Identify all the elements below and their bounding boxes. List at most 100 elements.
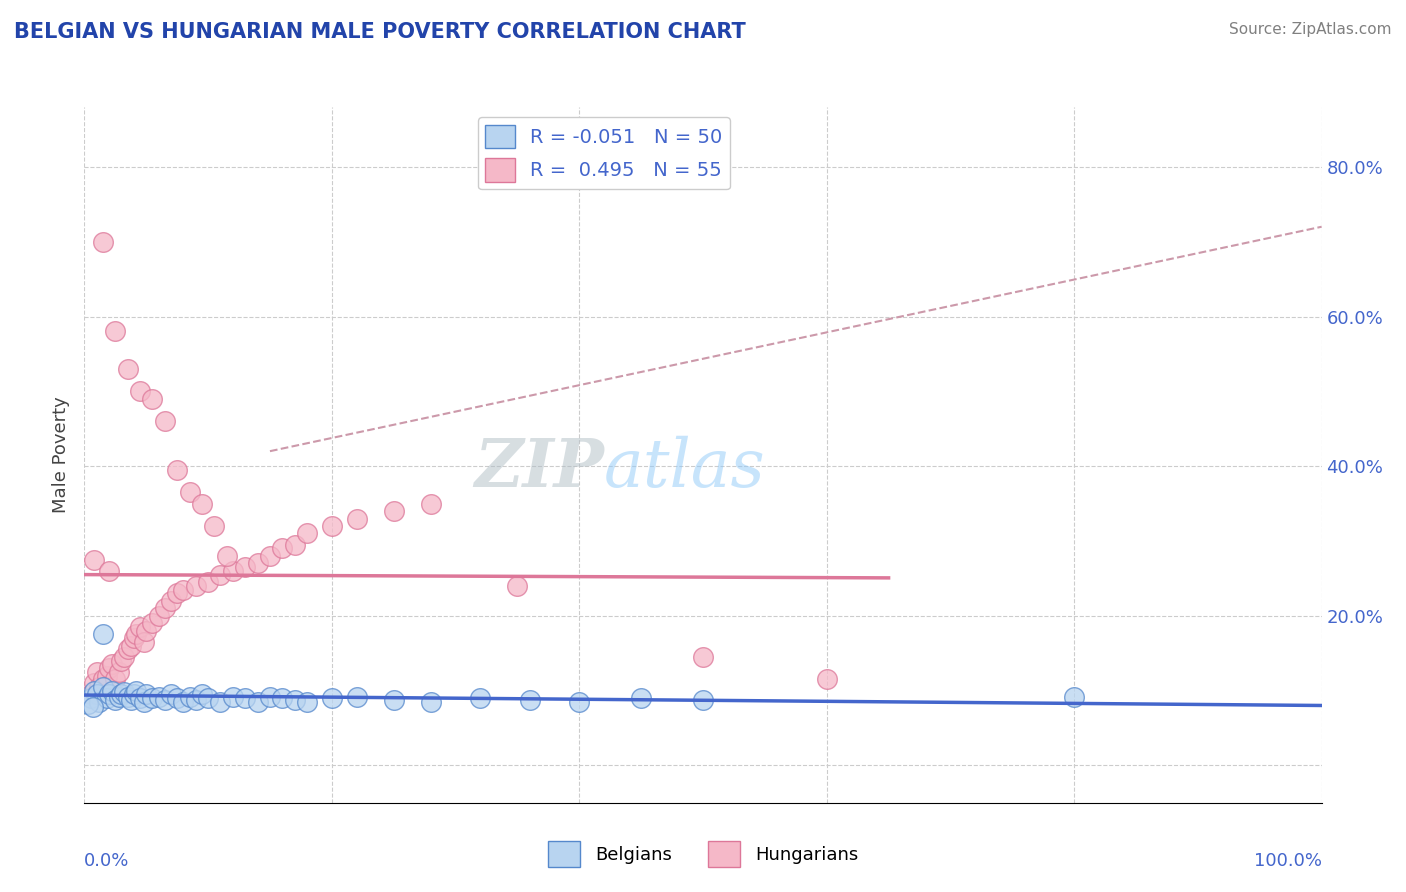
Text: 0.0%: 0.0%: [84, 852, 129, 870]
Point: [284, 538, 307, 552]
Point: [117, 690, 139, 704]
Y-axis label: Male Poverty: Male Poverty: [52, 397, 70, 513]
Point: [77, 697, 100, 711]
Point: [184, 579, 207, 593]
Point: [222, 564, 245, 578]
Point: [202, 519, 225, 533]
Point: [125, 627, 148, 641]
Point: [79, 691, 101, 706]
Point: [125, 683, 148, 698]
Point: [209, 695, 232, 709]
Point: [259, 690, 281, 704]
Point: [135, 624, 157, 638]
Point: [79, 687, 101, 701]
Point: [284, 692, 307, 706]
Point: [91, 627, 114, 641]
Point: [209, 567, 232, 582]
Point: [148, 690, 170, 704]
Point: [419, 497, 441, 511]
Text: Source: ZipAtlas.com: Source: ZipAtlas.com: [1229, 22, 1392, 37]
Point: [197, 575, 219, 590]
Point: [382, 692, 405, 706]
Point: [132, 635, 155, 649]
Legend: Belgians, Hungarians: Belgians, Hungarians: [541, 834, 865, 874]
Point: [83, 552, 105, 566]
Point: [166, 586, 188, 600]
Point: [91, 680, 114, 694]
Point: [141, 616, 163, 631]
Point: [160, 687, 183, 701]
Point: [98, 564, 121, 578]
Point: [346, 511, 368, 525]
Point: [692, 649, 714, 664]
Point: [135, 687, 157, 701]
Point: [100, 683, 122, 698]
Point: [470, 691, 492, 706]
Point: [98, 687, 121, 701]
Point: [86, 665, 108, 679]
Point: [295, 695, 318, 709]
Point: [132, 695, 155, 709]
Point: [122, 687, 145, 701]
Point: [166, 463, 188, 477]
Text: BELGIAN VS HUNGARIAN MALE POVERTY CORRELATION CHART: BELGIAN VS HUNGARIAN MALE POVERTY CORREL…: [14, 22, 745, 42]
Point: [110, 654, 132, 668]
Point: [568, 695, 591, 709]
Point: [104, 325, 127, 339]
Point: [346, 690, 368, 704]
Point: [108, 690, 131, 704]
Point: [91, 235, 114, 249]
Point: [153, 601, 176, 615]
Point: [100, 657, 122, 672]
Point: [89, 695, 111, 709]
Point: [692, 692, 714, 706]
Point: [382, 504, 405, 518]
Point: [104, 673, 127, 687]
Point: [122, 631, 145, 645]
Point: [89, 680, 111, 694]
Point: [519, 692, 541, 706]
Point: [233, 691, 256, 706]
Point: [112, 649, 135, 664]
Point: [129, 384, 152, 399]
Text: atlas: atlas: [605, 436, 766, 501]
Point: [166, 691, 188, 706]
Point: [321, 691, 343, 706]
Point: [191, 497, 214, 511]
Point: [153, 414, 176, 428]
Point: [191, 687, 214, 701]
Point: [179, 690, 201, 704]
Point: [295, 526, 318, 541]
Point: [82, 700, 104, 714]
Point: [141, 392, 163, 406]
Point: [108, 665, 131, 679]
Point: [160, 594, 183, 608]
Point: [148, 608, 170, 623]
Point: [246, 557, 269, 571]
Point: [129, 620, 152, 634]
Text: 100.0%: 100.0%: [1254, 852, 1322, 870]
Point: [86, 687, 108, 701]
Point: [112, 685, 135, 699]
Point: [96, 691, 118, 706]
Point: [153, 692, 176, 706]
Point: [222, 690, 245, 704]
Point: [321, 519, 343, 533]
Point: [83, 683, 105, 698]
Point: [815, 673, 838, 687]
Text: ZIP: ZIP: [474, 436, 605, 501]
Point: [172, 695, 194, 709]
Point: [184, 692, 207, 706]
Point: [110, 687, 132, 701]
Point: [271, 691, 294, 706]
Point: [172, 582, 194, 597]
Point: [96, 668, 118, 682]
Legend: R = -0.051   N = 50, R =  0.495   N = 55: R = -0.051 N = 50, R = 0.495 N = 55: [478, 117, 730, 189]
Point: [104, 692, 127, 706]
Point: [419, 695, 441, 709]
Point: [506, 579, 529, 593]
Point: [259, 549, 281, 563]
Point: [215, 549, 238, 563]
Point: [120, 692, 142, 706]
Point: [246, 695, 269, 709]
